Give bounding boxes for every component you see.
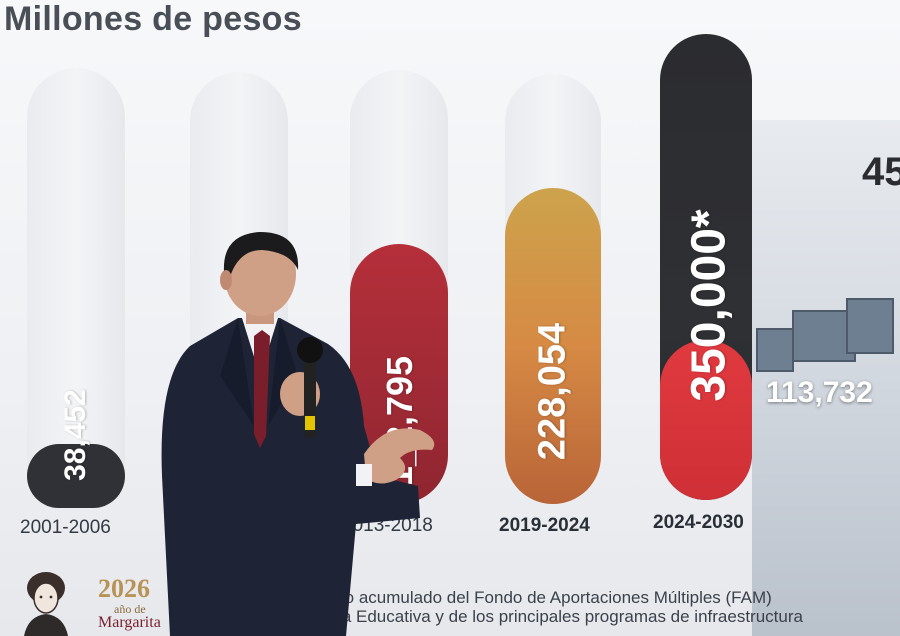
logo-subtitle: año de	[114, 602, 146, 616]
logo-year: 2026	[98, 574, 150, 603]
extra-value-113732: 113,732	[766, 376, 873, 409]
period-label-2001-2006: 2001-2006	[20, 517, 111, 538]
monitor-shape	[846, 298, 894, 354]
monitor-shape	[756, 328, 794, 372]
bar-fill-2024-2030-red	[660, 340, 752, 500]
extra-value-45: 45	[862, 150, 900, 194]
bar-value-2001-2006: 38,452	[59, 389, 92, 481]
period-label-2024-2030: 2024-2030	[653, 512, 744, 533]
footnote-line-2: tura Educativa y de los principales prog…	[322, 607, 803, 626]
bar-value-2024-2030: 350,000*	[682, 209, 736, 402]
footnote-line-1: esto acumulado del Fondo de Aportaciones…	[322, 588, 772, 607]
office-background	[752, 120, 900, 636]
bar-track-2001-2006	[27, 68, 125, 508]
slide-title: Millones de pesos	[4, 0, 302, 38]
bar-fill-2001-2006	[27, 444, 125, 508]
speaker-figure	[161, 232, 435, 636]
portrait-illustration	[24, 572, 68, 636]
bar-value-2019-2024: 228,054	[531, 322, 574, 461]
bar-fill-2019-2024	[505, 188, 601, 504]
logo-name: Margarita	[98, 614, 161, 631]
period-label-2019-2024: 2019-2024	[499, 515, 590, 536]
